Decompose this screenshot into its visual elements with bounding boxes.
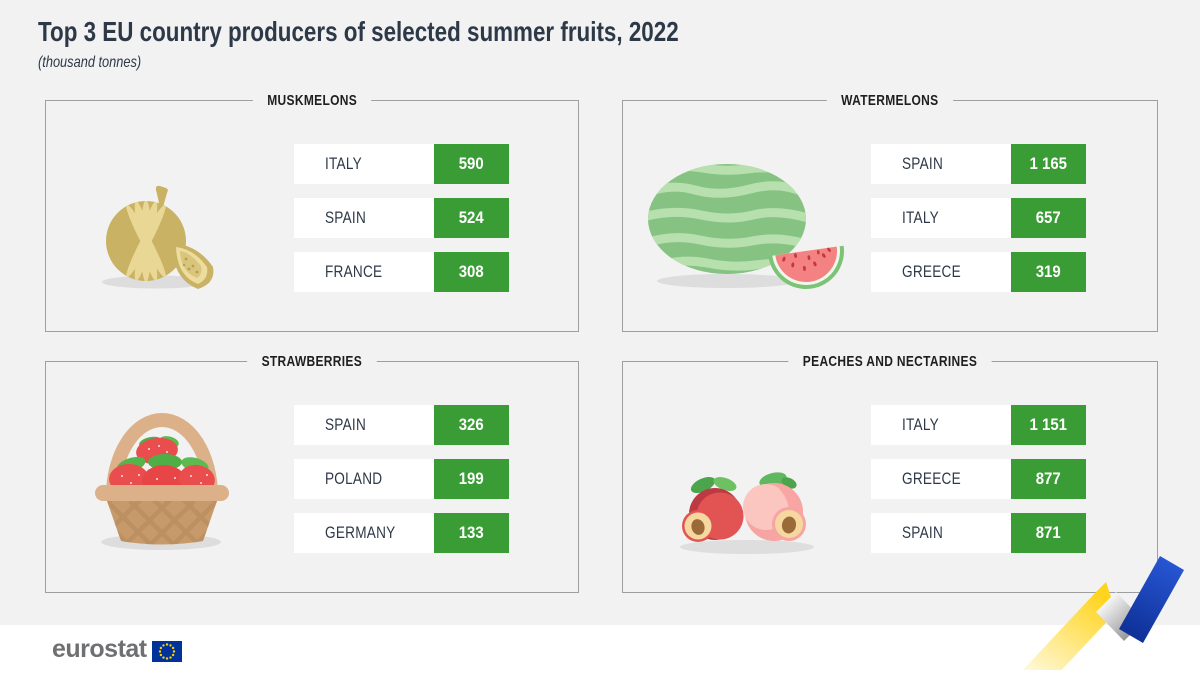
country-label: ITALY [902,208,939,227]
panel-strawberries: STRAWBERRIES [45,352,579,593]
value-label: 1 165 [1029,154,1068,173]
header: Top 3 EU country producers of selected s… [38,16,839,72]
country-label: FRANCE [325,262,383,281]
value-badge: 1 151 [1011,405,1086,445]
table-row: GREECE 877 [871,459,1086,499]
table-row: ITALY 590 [294,144,509,184]
page-subtitle: (thousand tonnes) [38,54,142,71]
table-row: POLAND 199 [294,459,509,499]
muskmelon-icon [94,179,274,304]
country-label: SPAIN [325,208,367,227]
value-badge: 199 [434,459,509,499]
country-label: SPAIN [902,154,944,173]
eu-flag-icon [151,640,182,662]
value-badge: 657 [1011,198,1086,238]
country-label: POLAND [325,469,383,488]
table-row: GREECE 319 [871,252,1086,292]
country-label: SPAIN [902,523,944,542]
country-label: GREECE [902,262,961,281]
eurostat-wordmark: eurostat [52,635,147,663]
value-badge: 877 [1011,459,1086,499]
value-badge: 871 [1011,513,1086,553]
table-row: SPAIN 871 [871,513,1086,553]
value-badge: 308 [434,252,509,292]
strawberry-basket-icon [89,401,279,566]
value-badge: 590 [434,144,509,184]
page-title: Top 3 EU country producers of selected s… [38,16,679,47]
panel-title-peaches: PEACHES AND NECTARINES [788,352,992,372]
panel-title-watermelons: WATERMELONS [826,91,954,111]
watermelon-icon [641,153,871,298]
value-badge: 326 [434,405,509,445]
country-cell: ITALY [871,198,1011,238]
value-badge: 1 165 [1011,144,1086,184]
country-label: GREECE [902,469,961,488]
country-cell: GREECE [871,252,1011,292]
country-cell: POLAND [294,459,434,499]
country-cell: SPAIN [294,405,434,445]
table-row: SPAIN 326 [294,405,509,445]
peaches-icon [671,470,841,565]
country-label: ITALY [902,415,939,434]
strawberries-ranking: SPAIN 326 POLAND 199 GERMANY 133 [294,405,509,567]
country-cell: SPAIN [294,198,434,238]
zigzag-ribbon-decoration [1000,525,1200,675]
panel-watermelons: WATERMELONS [622,91,1158,332]
table-row: GERMANY 133 [294,513,509,553]
value-label: 1 151 [1029,415,1068,434]
value-badge: 319 [1011,252,1086,292]
country-cell: GERMANY [294,513,434,553]
value-label: 199 [459,469,484,488]
eurostat-logo: eurostat [52,635,182,664]
country-cell: ITALY [294,144,434,184]
watermelons-ranking: SPAIN 1 165 ITALY 657 GREECE 319 [871,144,1086,306]
panel-muskmelons: MUSKMELONS [45,91,579,332]
table-row: SPAIN 1 165 [871,144,1086,184]
value-label: 319 [1036,262,1061,281]
country-cell: FRANCE [294,252,434,292]
table-row: ITALY 657 [871,198,1086,238]
value-label: 871 [1036,523,1061,542]
value-label: 524 [459,208,484,227]
value-badge: 524 [434,198,509,238]
footer: eurostat [0,625,1200,675]
country-label: ITALY [325,154,362,173]
muskmelons-ranking: ITALY 590 SPAIN 524 FRANCE 308 [294,144,509,306]
country-label: SPAIN [325,415,367,434]
country-cell: ITALY [871,405,1011,445]
panel-title-muskmelons: MUSKMELONS [252,91,372,111]
country-label: GERMANY [325,523,396,542]
value-label: 590 [459,154,484,173]
country-cell: GREECE [871,459,1011,499]
value-label: 877 [1036,469,1061,488]
peaches-ranking: ITALY 1 151 GREECE 877 SPAIN 871 [871,405,1086,567]
value-label: 657 [1036,208,1061,227]
country-cell: SPAIN [871,513,1011,553]
panel-title-strawberries: STRAWBERRIES [247,352,377,372]
country-cell: SPAIN [871,144,1011,184]
value-label: 326 [459,415,484,434]
value-label: 308 [459,262,484,281]
value-badge: 133 [434,513,509,553]
table-row: ITALY 1 151 [871,405,1086,445]
table-row: FRANCE 308 [294,252,509,292]
value-label: 133 [459,523,484,542]
table-row: SPAIN 524 [294,198,509,238]
